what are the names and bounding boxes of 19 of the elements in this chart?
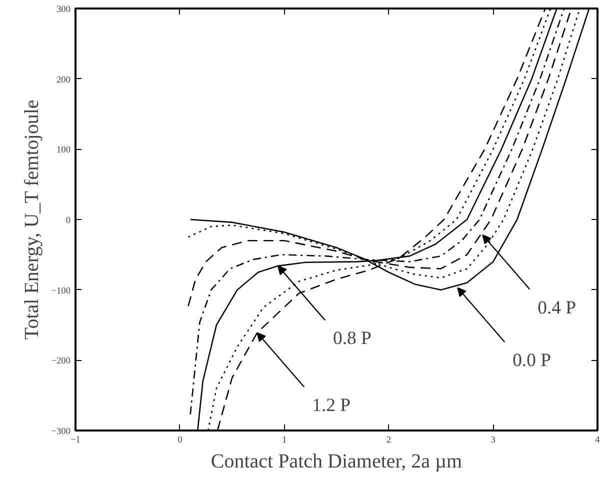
y-tick-label: −100 <box>51 286 71 296</box>
x-tick-label: 4 <box>595 436 600 446</box>
annotation: 1.2 P <box>312 395 351 416</box>
y-axis-title: Total Energy, U_T femtojoule <box>21 100 44 340</box>
y-tick-label: −200 <box>51 356 71 367</box>
x-tick-label: 3 <box>490 436 496 446</box>
y-tick-label: 300 <box>56 5 71 15</box>
annotation: 0.4 P <box>538 297 576 318</box>
x-tick-label: −1 <box>70 436 81 446</box>
x-tick-label: 2 <box>386 436 392 446</box>
x-tick-label: 1 <box>282 436 287 446</box>
annotation: 0.0 P <box>512 350 551 372</box>
y-tick-label: −300 <box>51 427 71 437</box>
y-tick-label: 0 <box>66 216 71 226</box>
annotation: 0.8 P <box>333 328 372 350</box>
x-tick-label: 0 <box>178 436 183 446</box>
x-axis-title: Contact Patch Diameter, 2a µm <box>210 450 463 472</box>
y-tick-label: 200 <box>56 75 71 86</box>
y-tick-label: 100 <box>56 146 71 156</box>
